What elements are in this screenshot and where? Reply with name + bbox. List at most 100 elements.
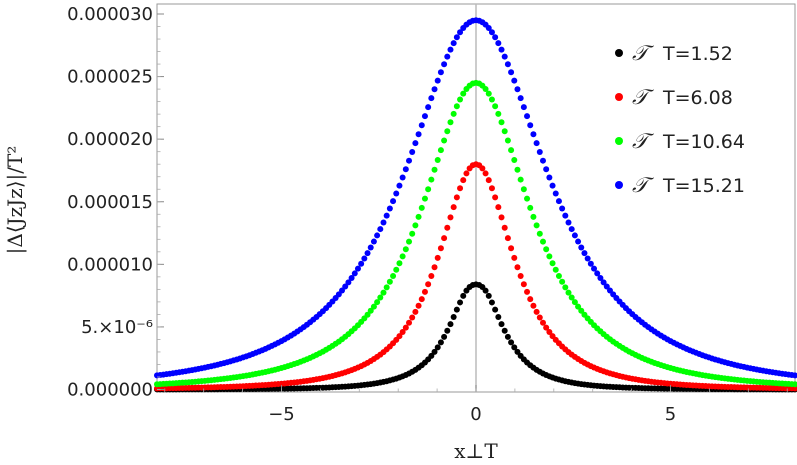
data-point (447, 46, 454, 53)
data-point (441, 235, 448, 242)
data-point (374, 299, 381, 306)
data-point (511, 344, 518, 351)
data-point (792, 381, 797, 388)
data-point (409, 149, 416, 156)
y-tick-label: 0.000020 (67, 129, 153, 150)
data-point (549, 260, 556, 267)
data-point (425, 281, 432, 288)
data-point (396, 182, 403, 189)
data-point (511, 77, 518, 84)
data-point (543, 246, 550, 253)
data-point (511, 156, 518, 163)
data-point (559, 278, 566, 285)
data-point (578, 244, 585, 251)
data-point (447, 321, 454, 328)
data-point (549, 182, 556, 189)
data-point (431, 264, 438, 271)
data-point (546, 329, 553, 336)
data-point (501, 128, 508, 135)
data-point (428, 176, 435, 183)
data-point (437, 339, 444, 346)
data-point (536, 149, 543, 156)
data-point (457, 29, 464, 36)
data-point (412, 222, 419, 229)
data-point (485, 90, 492, 97)
data-point (431, 348, 438, 355)
data-point (504, 61, 511, 68)
data-point (792, 372, 797, 379)
data-point (527, 204, 534, 211)
data-point (495, 313, 502, 320)
data-point (393, 266, 400, 273)
data-point (568, 226, 575, 233)
x-tick-label: 5 (665, 404, 676, 425)
data-point (498, 119, 505, 126)
data-point (530, 302, 537, 309)
data-points (154, 17, 797, 393)
y-tick-label: 0.000010 (67, 254, 153, 275)
data-point (390, 198, 397, 205)
data-point (406, 238, 413, 245)
data-point (539, 319, 546, 326)
data-point (520, 281, 527, 288)
data-point (377, 294, 384, 301)
legend-symbol: 𝒯 (632, 173, 655, 197)
data-point (552, 266, 559, 273)
data-point (571, 299, 578, 306)
legend-label: T=10.64 (662, 131, 745, 153)
data-point (457, 299, 464, 306)
data-point (421, 195, 428, 202)
data-point (418, 122, 425, 129)
x-tick-label: 0 (470, 404, 481, 425)
data-point (527, 296, 534, 303)
data-point (559, 205, 566, 212)
data-point (524, 195, 531, 202)
data-point (415, 131, 422, 138)
data-point (533, 140, 540, 147)
data-point (450, 313, 457, 320)
data-point (495, 40, 502, 47)
data-point (575, 238, 582, 245)
data-point (524, 113, 531, 120)
data-point (390, 272, 397, 279)
data-point (508, 339, 515, 346)
data-point (453, 306, 460, 313)
data-point (437, 245, 444, 252)
data-point (453, 194, 460, 201)
data-point (501, 53, 508, 60)
data-point (517, 272, 524, 279)
data-point (539, 238, 546, 245)
data-point (434, 156, 441, 163)
data-point (492, 194, 499, 201)
data-point (485, 25, 492, 32)
y-tick-label: 0.000015 (67, 192, 153, 213)
data-point (587, 260, 594, 267)
data-point (418, 296, 425, 303)
data-point (511, 254, 518, 261)
data-point (354, 265, 361, 272)
data-point (434, 254, 441, 261)
data-point (358, 260, 365, 267)
data-point (434, 77, 441, 84)
data-point (594, 270, 601, 277)
data-point (415, 213, 422, 220)
legend-label: T=6.08 (662, 87, 733, 109)
data-point (520, 104, 527, 111)
data-point (530, 131, 537, 138)
data-point (421, 113, 428, 120)
data-point (377, 226, 384, 233)
data-point (555, 272, 562, 279)
data-point (444, 128, 451, 135)
data-point (342, 283, 349, 290)
data-point (441, 61, 448, 68)
data-point (568, 294, 575, 301)
data-point (418, 204, 425, 211)
data-point (539, 157, 546, 164)
data-point (374, 232, 381, 239)
data-point (409, 230, 416, 237)
data-point (431, 86, 438, 93)
data-point (524, 288, 531, 295)
data-point (460, 177, 467, 184)
x-tick-label: −5 (268, 404, 295, 425)
data-point (517, 176, 524, 183)
